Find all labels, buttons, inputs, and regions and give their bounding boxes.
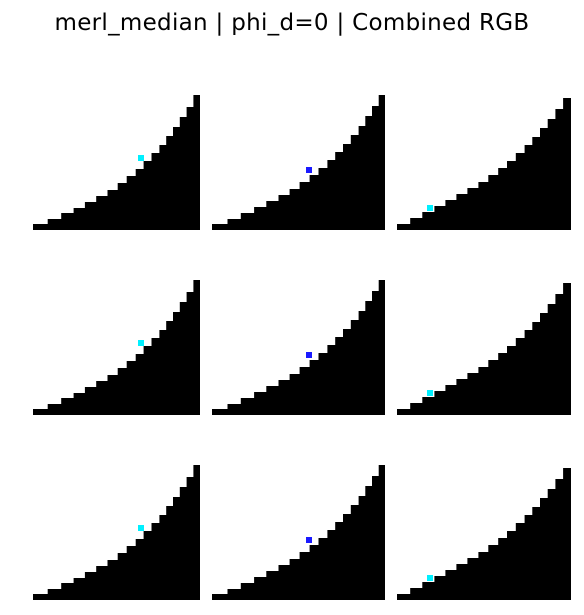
- masked-region: [33, 465, 200, 600]
- highlight-pixel: [427, 390, 433, 396]
- masked-region: [212, 465, 385, 600]
- masked-region: [212, 280, 385, 415]
- masked-region: [397, 283, 571, 415]
- panel-r3-c3: [397, 468, 571, 600]
- panel-r2-c1: [33, 280, 200, 415]
- highlight-pixel: [138, 340, 144, 346]
- masked-region: [397, 98, 571, 230]
- highlight-pixel: [138, 155, 144, 161]
- highlight-pixel: [138, 525, 144, 531]
- highlight-pixel: [306, 537, 312, 543]
- highlight-pixel: [306, 167, 312, 173]
- panel-r2-c3: [397, 283, 571, 415]
- highlight-pixel: [306, 352, 312, 358]
- panel-r3-c1: [33, 465, 200, 600]
- masked-region: [397, 468, 571, 600]
- panel-r1-c2: [212, 95, 385, 230]
- figure-title: merl_median | phi_d=0 | Combined RGB: [54, 10, 530, 36]
- highlight-pixel: [427, 205, 433, 211]
- panel-r2-c2: [212, 280, 385, 415]
- masked-region: [212, 95, 385, 230]
- panel-r1-c3: [397, 98, 571, 230]
- highlight-pixel: [427, 575, 433, 581]
- panel-r3-c2: [212, 465, 385, 600]
- masked-region: [33, 280, 200, 415]
- masked-region: [33, 95, 200, 230]
- panel-r1-c1: [33, 95, 200, 230]
